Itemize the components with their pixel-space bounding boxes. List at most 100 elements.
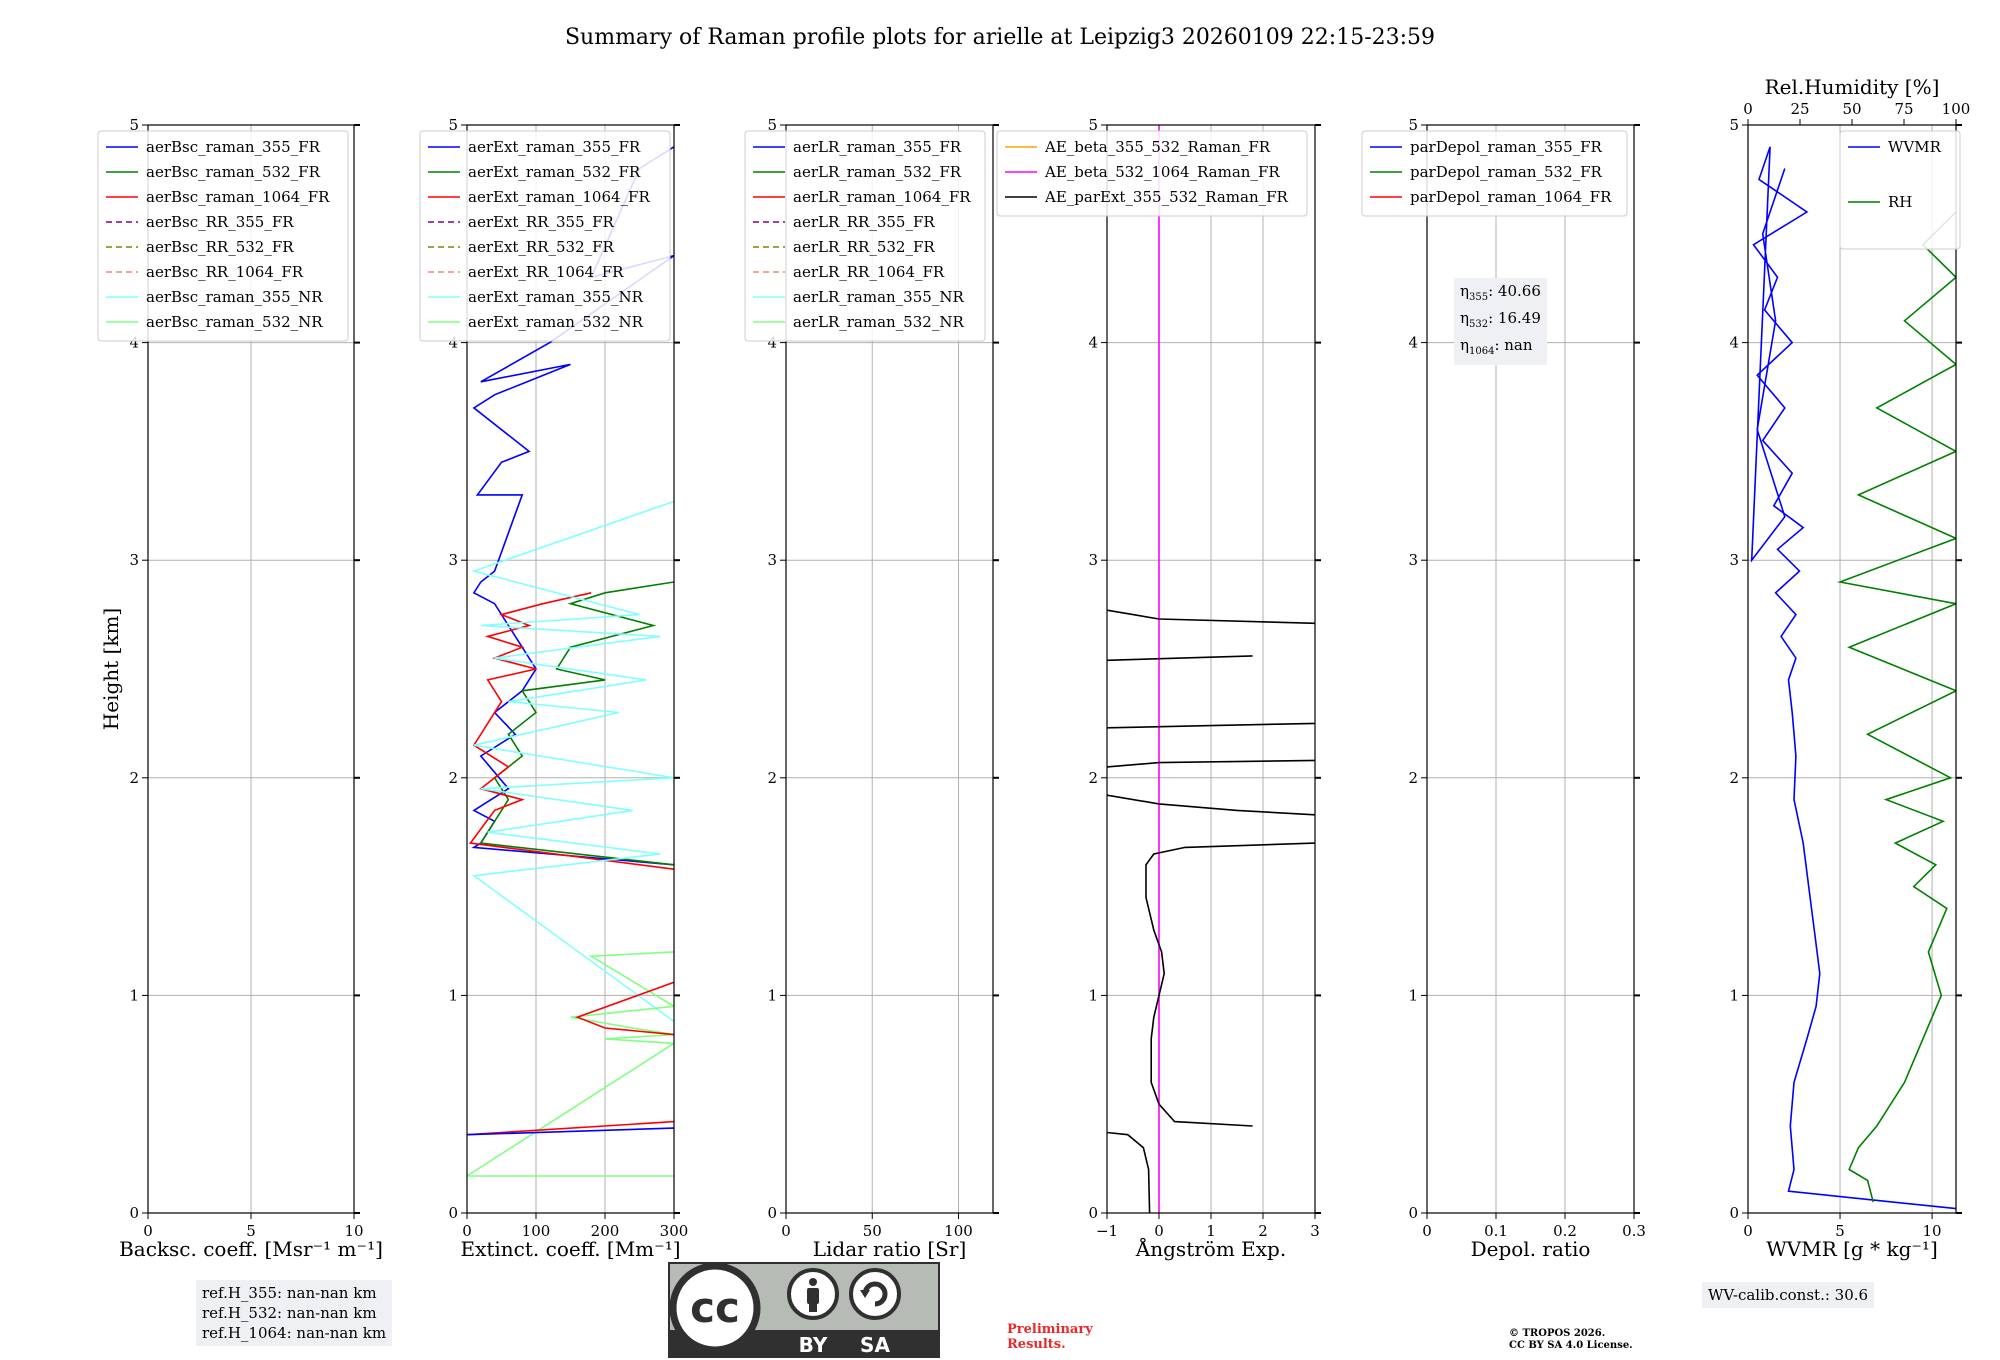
y-tick-label: 4 xyxy=(1408,334,1418,352)
axes-frame xyxy=(1747,124,1957,1214)
y-tick-label: 0 xyxy=(1088,1204,1098,1222)
legend-entry: parDepol_raman_532_FR xyxy=(1370,163,1603,181)
y-axis-label: Height [km] xyxy=(99,608,123,730)
legend-entry: aerLR_RR_1064_FR xyxy=(753,263,945,281)
series-group xyxy=(1750,146,1956,1210)
legend: aerExt_raman_355_FR aerExt_raman_532_FRae… xyxy=(419,130,671,342)
legend-entry: aerLR_raman_355_NR xyxy=(753,288,964,306)
y-tick-label: 4 xyxy=(1729,334,1739,352)
preliminary-line-2: Results. xyxy=(1007,1337,1066,1352)
panel-3: 0 50 100 0 1 2 3 4 5 Lidar ratio [Sr] aerLR_raman_… xyxy=(744,116,999,1261)
x-tick-label: 5 xyxy=(246,1222,256,1240)
legend-label: AE_parExt_355_532_Raman_FR xyxy=(1044,188,1289,206)
y-tick-label: 1 xyxy=(129,986,139,1004)
x-axis-label: WVMR [g * kg⁻¹] xyxy=(1766,1237,1938,1261)
y-tick-label: 4 xyxy=(767,334,777,352)
refh-532: ref.H_532: nan-nan km xyxy=(202,1304,377,1322)
legend: AE_beta_355_532_Raman_FR AE_beta_532_1064… xyxy=(996,130,1308,217)
x-tick-label: 100 xyxy=(522,1222,551,1240)
legend-frame xyxy=(1839,130,1961,250)
x-tick-label: 50 xyxy=(863,1222,882,1240)
legend-label: RH xyxy=(1888,193,1912,211)
copyright-line-1: © TROPOS 2026. xyxy=(1509,1328,1606,1339)
x-tick-label: 1 xyxy=(1206,1222,1216,1240)
y-tick-label: 5 xyxy=(1088,116,1098,134)
copyright-line-2: CC BY SA 4.0 License. xyxy=(1509,1340,1633,1351)
refh-355: ref.H_355: nan-nan km xyxy=(202,1284,377,1302)
legend-label: aerExt_raman_1064_FR xyxy=(468,188,650,206)
sa-share-icon xyxy=(849,1268,901,1320)
series-group xyxy=(1107,125,1315,1213)
legend-entry: AE_beta_355_532_Raman_FR xyxy=(1005,138,1271,156)
series-line-aerExt_raman_355_NR xyxy=(471,500,674,1023)
cc-license-badge: cc BY SA xyxy=(668,1262,940,1358)
copyright-note: © TROPOS 2026. CC BY SA 4.0 License. xyxy=(1509,1328,1633,1352)
x-tick-label: 5 xyxy=(1835,1222,1845,1240)
legend-entry: aerLR_RR_532_FR xyxy=(753,238,935,256)
axes-frame xyxy=(785,124,994,1214)
legend-frame xyxy=(1361,130,1628,217)
x-tick-label: 0.1 xyxy=(1484,1222,1508,1240)
y-tick-label: 3 xyxy=(129,551,139,569)
eta-532: η532: 16.49 xyxy=(1460,309,1541,330)
x-tick-label: 0.3 xyxy=(1622,1222,1646,1240)
preliminary-note: Preliminary Results. xyxy=(1007,1322,1093,1352)
x-tick-label: 3 xyxy=(1310,1222,1320,1240)
legend-entry: aerLR_raman_355_FR xyxy=(753,138,962,156)
legend-label: AE_beta_532_1064_Raman_FR xyxy=(1044,163,1280,181)
y-tick-label: 3 xyxy=(767,551,777,569)
legend-label: aerLR_RR_532_FR xyxy=(793,238,935,256)
legend-label: aerBsc_raman_1064_FR xyxy=(146,188,330,206)
legend-label: aerBsc_raman_355_FR xyxy=(146,138,321,156)
x2-tick-label: 0 xyxy=(1743,100,1753,118)
legend-entry: parDepol_raman_1064_FR xyxy=(1370,188,1612,206)
y-tick-label: 4 xyxy=(1088,334,1098,352)
legend-entry: aerExt_raman_532_NR xyxy=(428,313,644,331)
legend-entry: aerExt_RR_532_FR xyxy=(428,238,615,256)
series-line-red_low xyxy=(575,981,674,1036)
x-tick-label: 0 xyxy=(781,1222,791,1240)
y-tick-label: 3 xyxy=(1729,551,1739,569)
x-axis-label: Lidar ratio [Sr] xyxy=(813,1237,967,1261)
y-tick-label: 5 xyxy=(448,116,458,134)
y-tick-label: 0 xyxy=(448,1204,458,1222)
series-line-AE_parExt_355_532_Raman_FR xyxy=(1107,759,1315,768)
series-line-AE_parExt_355_532_Raman_FR xyxy=(1145,842,1315,1127)
legend-entry: aerBsc_RR_532_FR xyxy=(106,238,294,256)
cc-logo-text: cc xyxy=(690,1283,740,1332)
legend-label: aerBsc_raman_532_NR xyxy=(146,313,323,331)
x-tick-label: 0 xyxy=(462,1222,472,1240)
series-line-WVMR xyxy=(1750,146,1956,1210)
series-line-RH xyxy=(1837,211,1956,1203)
y-tick-label: 5 xyxy=(1729,116,1739,134)
cc-logo-icon xyxy=(669,1262,761,1354)
y-tick-label: 2 xyxy=(1729,769,1739,787)
x-tick-label: 10 xyxy=(1923,1222,1942,1240)
legend-label: WVMR xyxy=(1888,138,1942,156)
legend-label: aerExt_raman_532_FR xyxy=(468,163,641,181)
legend-label: aerBsc_RR_355_FR xyxy=(146,213,294,231)
legend-label: aerLR_raman_355_NR xyxy=(793,288,964,306)
y-tick-label: 0 xyxy=(129,1204,139,1222)
x-axis-label: Backsc. coeff. [Msr⁻¹ m⁻¹] xyxy=(119,1237,383,1261)
x2-axis-label: Rel.Humidity [%] xyxy=(1765,75,1940,99)
legend-label: aerExt_raman_532_NR xyxy=(468,313,644,331)
legend-entry: aerBsc_raman_355_NR xyxy=(106,288,323,306)
legend-label: aerLR_raman_532_NR xyxy=(793,313,964,331)
legend-entry: aerLR_raman_532_FR xyxy=(753,163,962,181)
legend-entry: AE_parExt_355_532_Raman_FR xyxy=(1005,188,1289,206)
series-line-AE_parExt_355_532_Raman_FR xyxy=(1107,722,1315,729)
series-line-aerExt_raman_355_FR xyxy=(471,146,674,866)
legend-label: aerBsc_raman_532_FR xyxy=(146,163,321,181)
y-tick-label: 2 xyxy=(767,769,777,787)
wv-calib-box: WV-calib.const.: 30.6 xyxy=(1702,1282,1875,1308)
y-tick-label: 2 xyxy=(129,769,139,787)
legend-label: aerExt_raman_355_FR xyxy=(468,138,641,156)
legend: WVMR RH xyxy=(1839,130,1961,250)
x-tick-label: 0 xyxy=(1422,1222,1432,1240)
x-tick-label: −1 xyxy=(1096,1222,1118,1240)
legend-entry: WVMR xyxy=(1848,138,1942,156)
legend-label: aerLR_raman_1064_FR xyxy=(793,188,971,206)
